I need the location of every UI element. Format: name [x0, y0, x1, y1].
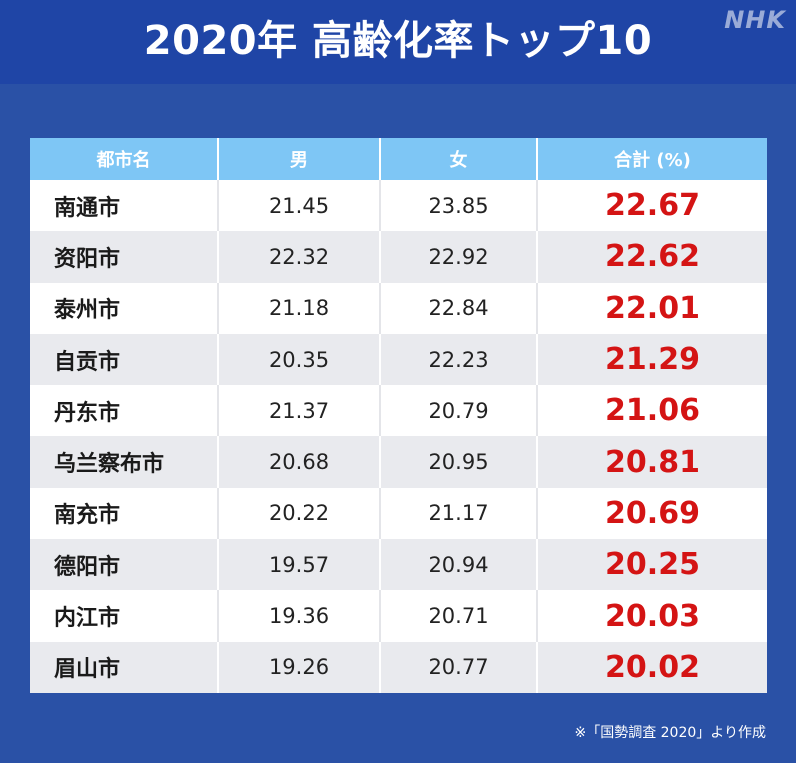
city-cell: 德阳市	[30, 539, 218, 591]
city-cell: 南通市	[30, 180, 218, 232]
table-row: 乌兰察布市 20.68 20.95 20.81	[30, 436, 767, 488]
city-cell: 乌兰察布市	[30, 436, 218, 488]
header-total: 合計 (%)	[536, 138, 767, 180]
female-cell: 20.71	[379, 590, 537, 642]
male-cell: 19.36	[217, 590, 380, 642]
female-cell: 22.84	[379, 282, 537, 334]
male-cell: 21.37	[217, 385, 380, 437]
female-cell: 22.23	[379, 333, 537, 386]
table-row: 内江市 19.36 20.71 20.03	[30, 590, 767, 642]
total-cell: 20.25	[536, 539, 767, 591]
city-cell: 资阳市	[30, 231, 218, 283]
table-row: 南充市 20.22 21.17 20.69	[30, 487, 767, 540]
total-cell: 21.06	[536, 385, 767, 437]
total-cell: 20.81	[536, 436, 767, 488]
male-cell: 19.26	[217, 641, 380, 693]
city-cell: 自贡市	[30, 333, 218, 386]
male-cell: 20.35	[217, 333, 380, 386]
source-note: ※「国勢調査 2020」より作成	[574, 725, 766, 741]
male-cell: 21.45	[217, 180, 380, 232]
table-row: 资阳市 22.32 22.92 22.62	[30, 231, 767, 283]
table-row: 泰州市 21.18 22.84 22.01	[30, 282, 767, 334]
ranking-table-container: 都市名 男 女 合計 (%) 南通市 21.45 23.85 22.67 资阳市…	[30, 138, 767, 693]
header-female: 女	[379, 138, 537, 180]
total-cell: 21.29	[536, 333, 767, 386]
ranking-table: 都市名 男 女 合計 (%) 南通市 21.45 23.85 22.67 资阳市…	[30, 138, 767, 693]
male-cell: 20.22	[217, 487, 380, 540]
table-row: 自贡市 20.35 22.23 21.29	[30, 333, 767, 386]
female-cell: 20.77	[379, 641, 537, 693]
female-cell: 20.94	[379, 539, 537, 591]
male-cell: 20.68	[217, 436, 380, 488]
female-cell: 23.85	[379, 180, 537, 232]
city-cell: 丹东市	[30, 385, 218, 437]
total-cell: 22.67	[536, 180, 767, 232]
table-row: 丹东市 21.37 20.79 21.06	[30, 385, 767, 437]
table-row: 眉山市 19.26 20.77 20.02	[30, 641, 767, 693]
female-cell: 20.95	[379, 436, 537, 488]
nhk-logo: NHK	[724, 6, 786, 34]
city-cell: 南充市	[30, 487, 218, 540]
table-row: 南通市 21.45 23.85 22.67	[30, 180, 767, 232]
total-cell: 20.69	[536, 487, 767, 540]
total-cell: 20.03	[536, 590, 767, 642]
page-title: 2020年 高齢化率トップ10	[143, 18, 653, 64]
total-cell: 22.62	[536, 231, 767, 283]
female-cell: 22.92	[379, 231, 537, 283]
city-cell: 眉山市	[30, 641, 218, 693]
table-header-row: 都市名 男 女 合計 (%)	[30, 138, 767, 180]
header-male: 男	[217, 138, 380, 180]
male-cell: 22.32	[217, 231, 380, 283]
total-cell: 22.01	[536, 282, 767, 334]
table-row: 德阳市 19.57 20.94 20.25	[30, 539, 767, 591]
female-cell: 20.79	[379, 385, 537, 437]
header-city: 都市名	[30, 138, 218, 180]
city-cell: 泰州市	[30, 282, 218, 334]
male-cell: 21.18	[217, 282, 380, 334]
city-cell: 内江市	[30, 590, 218, 642]
title-bar: 2020年 高齢化率トップ10 NHK	[0, 0, 796, 84]
female-cell: 21.17	[379, 487, 537, 540]
total-cell: 20.02	[536, 641, 767, 693]
male-cell: 19.57	[217, 539, 380, 591]
